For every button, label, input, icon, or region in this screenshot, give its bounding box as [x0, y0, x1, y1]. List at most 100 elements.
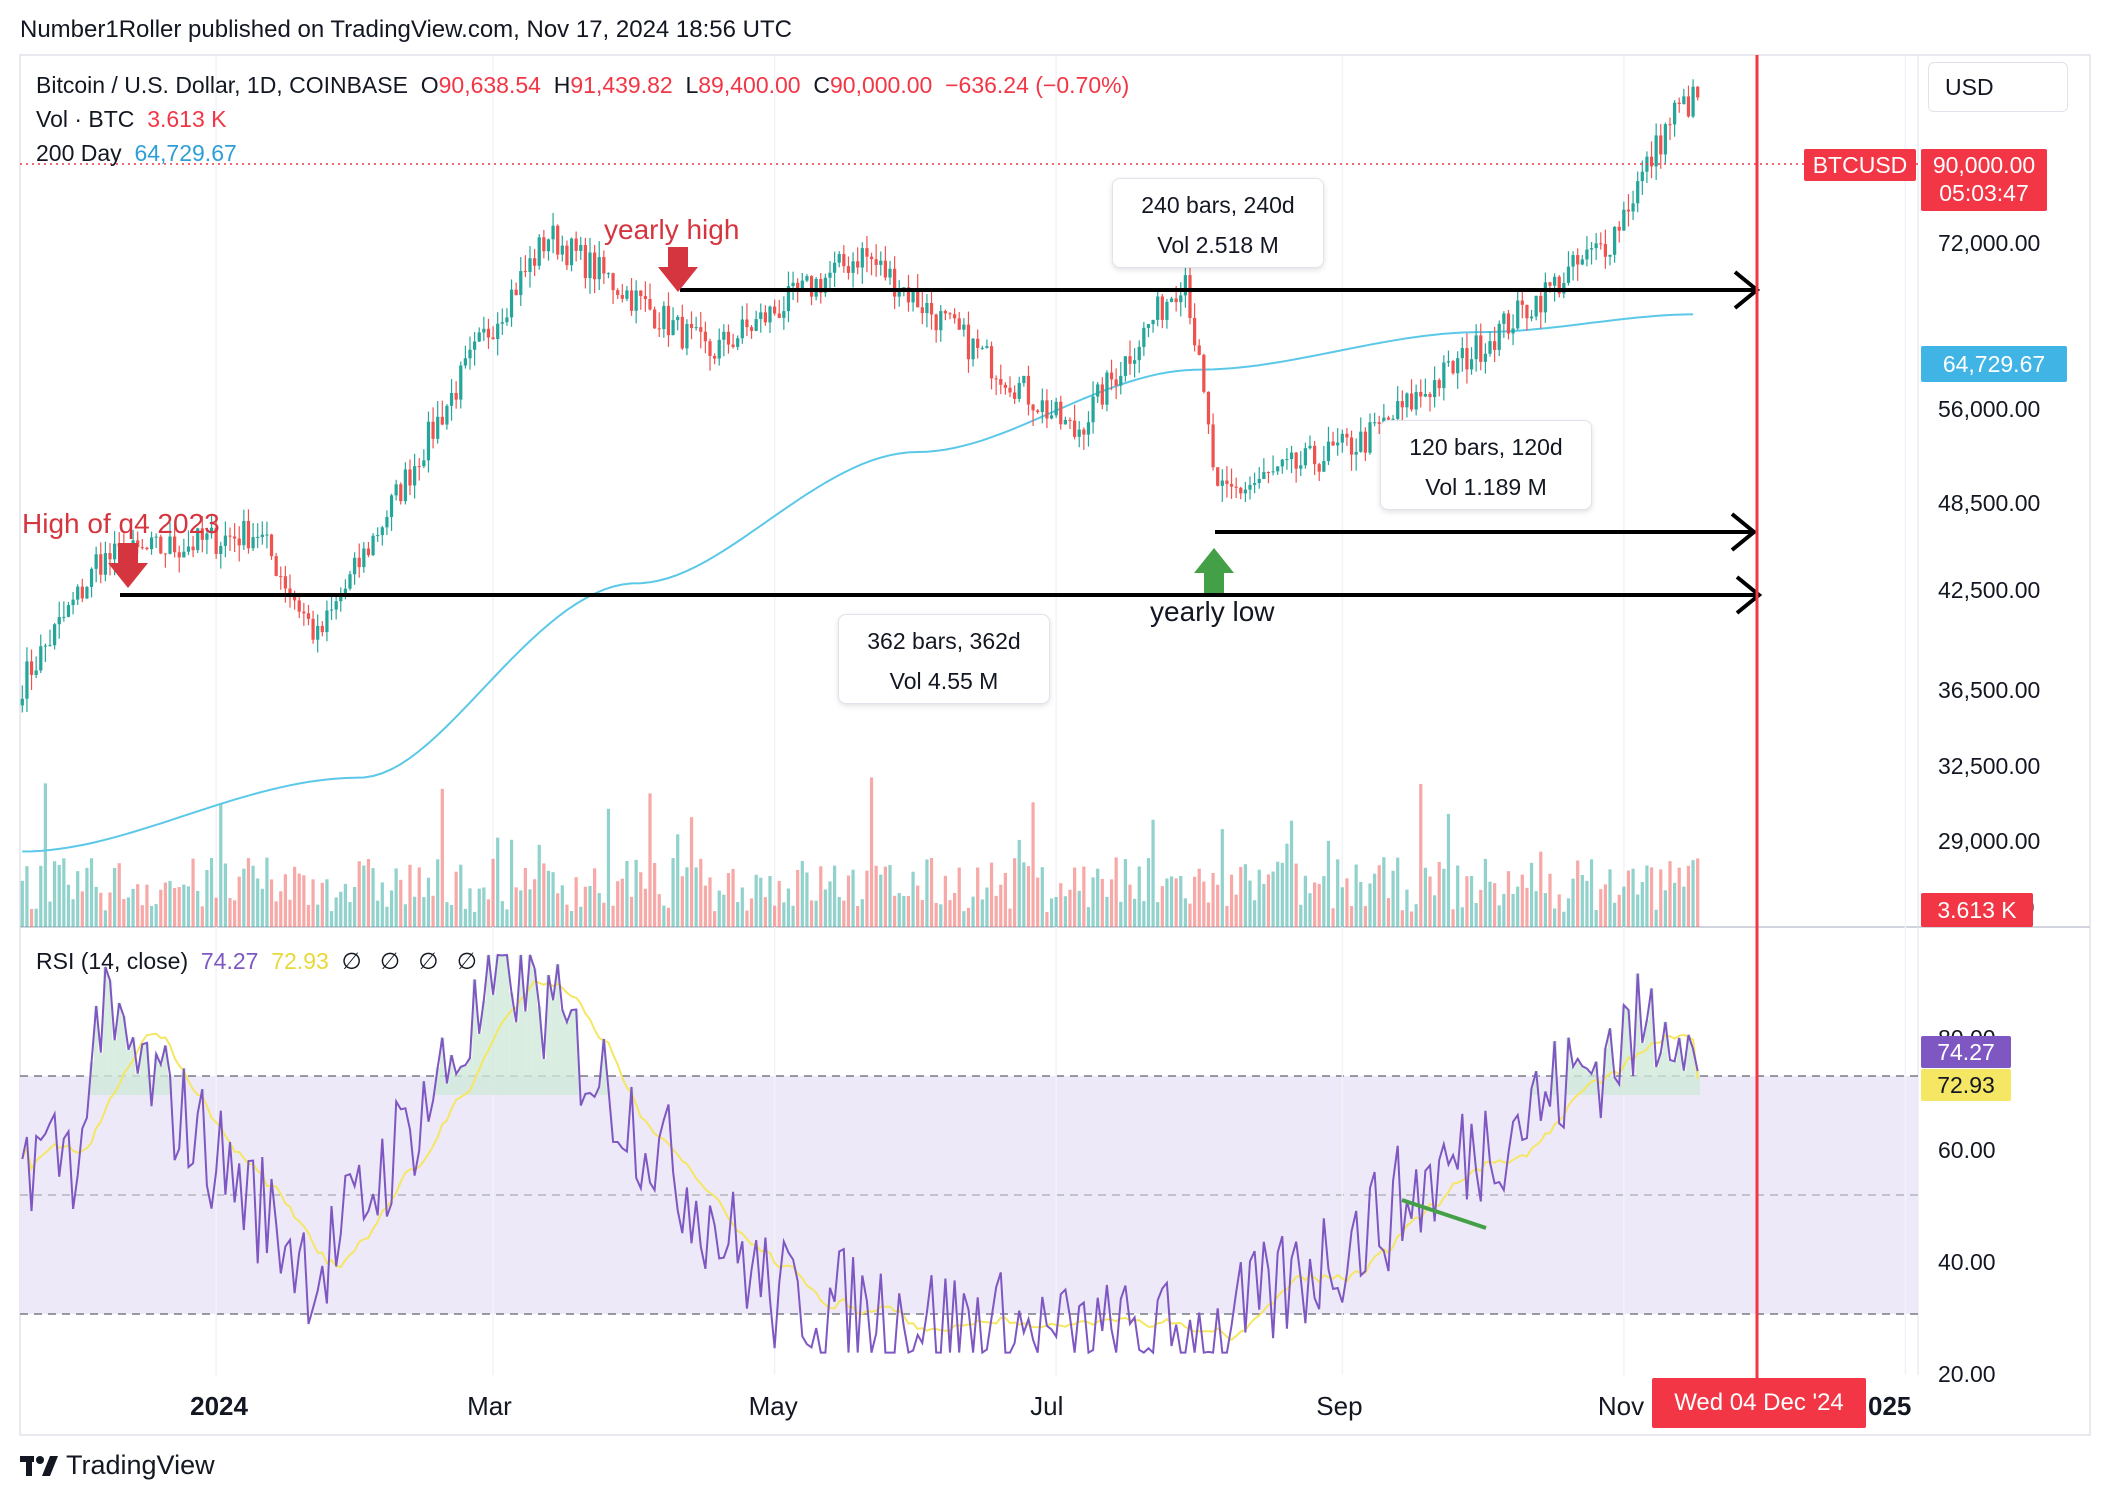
range-box-120[interactable]: 120 bars, 120d Vol 1.189 M: [1380, 420, 1592, 510]
candle-body: [1354, 451, 1358, 455]
candle-body: [1188, 275, 1192, 318]
volume-bar: [726, 872, 731, 927]
volume-bar: [1576, 860, 1580, 927]
volume-bar: [943, 875, 947, 927]
candle: [1363, 427, 1367, 462]
rsi-overbought-segment: [527, 955, 533, 1095]
candle-body: [1280, 459, 1284, 467]
candle: [579, 236, 583, 260]
candle: [1373, 412, 1377, 427]
annotation-yearly-high[interactable]: yearly high: [604, 214, 740, 245]
candle-body: [269, 534, 274, 557]
rsi-overbought-segment: [1676, 1037, 1682, 1095]
candle: [1668, 117, 1672, 141]
candle: [1488, 331, 1492, 357]
volume-bar: [1626, 870, 1631, 927]
volume-bar: [39, 865, 43, 927]
candle-body: [1636, 181, 1640, 204]
volume-bar: [1289, 820, 1294, 927]
rsi-overbought-segment: [490, 994, 496, 1095]
candle: [339, 587, 343, 612]
rsi-overbought-segment: [1612, 1077, 1617, 1095]
candle-body: [1409, 393, 1414, 410]
volume-bar: [1151, 819, 1155, 927]
volume-bar: [874, 865, 878, 927]
rsi-legend[interactable]: RSI (14, close) 74.27 72.93 ∅ ∅ ∅ ∅: [36, 948, 483, 975]
candle-body: [1622, 209, 1626, 231]
rsi-overbought-segment: [144, 1042, 150, 1095]
volume-bar: [749, 898, 754, 927]
level-high-q4-2023[interactable]: [120, 575, 1763, 615]
annotation-high-q4[interactable]: High of q4 2023: [22, 508, 220, 539]
volume-bar: [1359, 881, 1363, 927]
volume-bar: [888, 865, 892, 927]
candle: [1613, 226, 1617, 263]
symbol-name[interactable]: Bitcoin / U.S. Dollar, 1D, COINBASE: [36, 72, 408, 98]
candle-body: [1659, 135, 1663, 155]
volume-bar: [117, 863, 121, 927]
candle: [1322, 445, 1326, 472]
candle-body: [1520, 300, 1524, 305]
rsi-overbought-segment: [126, 1049, 131, 1095]
candle-body: [237, 538, 241, 546]
footer-brand[interactable]: TradingView: [20, 1450, 215, 1481]
volume-bar: [1336, 859, 1340, 927]
volume-bar: [353, 887, 357, 927]
time-axis-clipped-tick: 025: [1868, 1391, 1912, 1421]
range-box-240[interactable]: 240 bars, 240d Vol 2.518 M: [1112, 178, 1324, 268]
candle-body: [1003, 384, 1007, 388]
currency-button[interactable]: USD: [1928, 62, 2068, 112]
rsi-divergence-line[interactable]: [1401, 1198, 1487, 1230]
candle: [694, 316, 698, 331]
level-yearly-low[interactable]: [1215, 512, 1758, 552]
candle-body: [1183, 275, 1187, 296]
rsi-overbought-segment: [1607, 1028, 1613, 1095]
candle-body: [297, 600, 301, 612]
annotation-yearly-low[interactable]: yearly low: [1150, 596, 1275, 627]
candle: [1520, 289, 1524, 319]
volume-bar: [1036, 877, 1040, 927]
candle-body: [1603, 244, 1607, 257]
candle-body: [588, 252, 592, 279]
rsi-overbought-segment: [1635, 973, 1640, 1095]
rsi-overbought-segment: [1644, 1020, 1650, 1095]
legend-volume[interactable]: Vol · BTC 3.613 K: [36, 106, 227, 133]
candle: [833, 251, 837, 288]
candle: [99, 542, 103, 584]
candle-body: [542, 237, 546, 252]
candle-body: [1580, 259, 1584, 265]
candle-body: [1109, 372, 1114, 380]
candle-body: [833, 262, 837, 273]
volume-bar: [53, 861, 57, 927]
candle-body: [39, 646, 43, 671]
candle: [791, 271, 795, 301]
volume-bar: [403, 904, 407, 927]
legend-ma200[interactable]: 200 Day 64,729.67: [36, 140, 237, 167]
candle: [329, 594, 334, 620]
candle-body: [173, 536, 177, 553]
candle-body: [242, 520, 246, 546]
volume-bar: [551, 872, 555, 927]
candle-body: [574, 238, 578, 251]
candle-body: [606, 273, 611, 275]
candle: [1179, 282, 1183, 317]
candle: [962, 318, 966, 337]
candle-body: [1248, 484, 1252, 490]
candle-body: [99, 554, 103, 575]
candle: [602, 250, 606, 284]
candle-body: [1488, 341, 1492, 354]
candle-body: [1696, 86, 1700, 98]
volume-bar: [196, 890, 200, 927]
price-axis-tick: 42,500.00: [1938, 576, 2041, 603]
candle-body: [985, 346, 989, 348]
volume-bar: [662, 905, 666, 927]
range-box-362[interactable]: 362 bars, 362d Vol 4.55 M: [838, 614, 1050, 704]
volume-bar: [316, 904, 320, 927]
candle: [1220, 469, 1224, 502]
volume-bar: [879, 874, 883, 927]
level-yearly-high[interactable]: [680, 270, 1761, 310]
volume-bar: [773, 905, 777, 927]
date-cursor-tag: Wed 04 Dec '24: [1652, 1378, 1866, 1428]
volume-bar: [1013, 858, 1017, 927]
